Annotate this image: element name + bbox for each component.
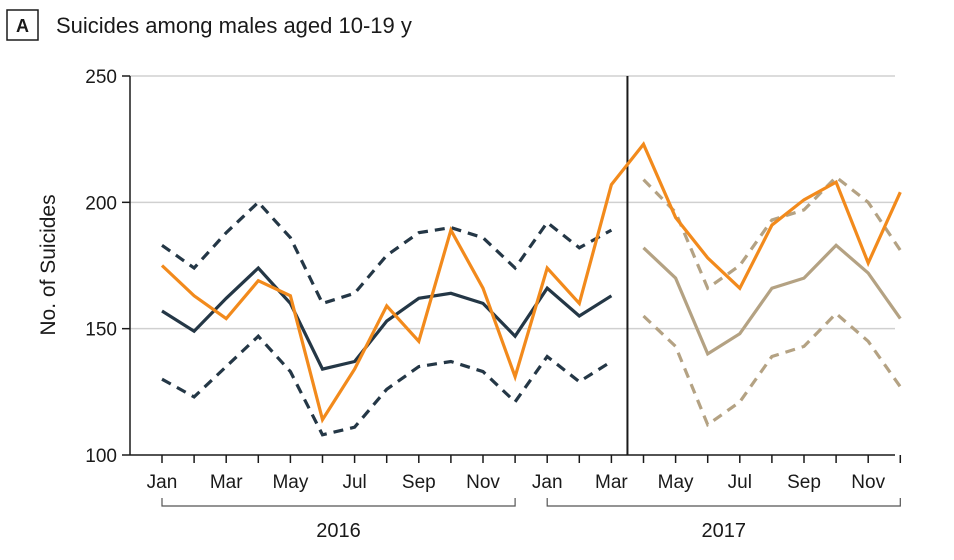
panel-letter-box <box>6 9 39 41</box>
x-tick-label: Nov <box>851 472 885 493</box>
x-tick-label: Nov <box>466 472 500 493</box>
year-bracket <box>546 498 901 507</box>
x-axis <box>129 76 895 456</box>
year-label: 2017 <box>702 520 747 542</box>
x-tick-label: Mar <box>210 472 243 493</box>
x-tick-label: Mar <box>595 472 628 493</box>
predicted_2016-ci-line <box>161 333 613 437</box>
predicted_2016-ci-line <box>161 200 613 306</box>
predicted_2017-line <box>642 243 902 357</box>
x-tick-label: Jul <box>728 472 752 493</box>
y-axis-title: No. of Suicides <box>37 194 60 335</box>
x-tick-label: Jan <box>147 472 178 493</box>
x-tick-label: Sep <box>402 472 436 493</box>
predicted_2017-ci-line <box>642 311 902 428</box>
chart-title: Suicides among males aged 10-19 y <box>56 13 412 38</box>
x-tick-label: Sep <box>787 472 821 493</box>
observed-series-line <box>160 141 902 424</box>
y-tick-label: 150 <box>85 320 117 341</box>
gridlines <box>130 75 895 330</box>
year-label: 2016 <box>316 520 361 542</box>
series-lines <box>160 141 902 437</box>
panel-letter: A <box>16 16 29 36</box>
y-tick-label: 100 <box>85 446 117 467</box>
x-tick-label: Jul <box>342 472 366 493</box>
x-tick-label: May <box>272 472 308 493</box>
y-axis-ticks: 100 150 200 250 <box>85 67 130 467</box>
predicted_2017-ci-line <box>642 174 902 291</box>
x-axis-ticks: Jan Mar May Jul Sep Nov Jan Mar May Jul Sep Nov <box>147 455 902 493</box>
chart-title-group: A Suicides among males aged 10-19 y <box>6 9 412 41</box>
year-groups: 2016 2017 <box>161 498 901 542</box>
year-bracket <box>161 498 516 507</box>
x-tick-label: Jan <box>532 472 563 493</box>
y-tick-label: 250 <box>85 67 117 88</box>
y-tick-label: 200 <box>85 193 117 214</box>
x-tick-label: May <box>658 472 694 493</box>
